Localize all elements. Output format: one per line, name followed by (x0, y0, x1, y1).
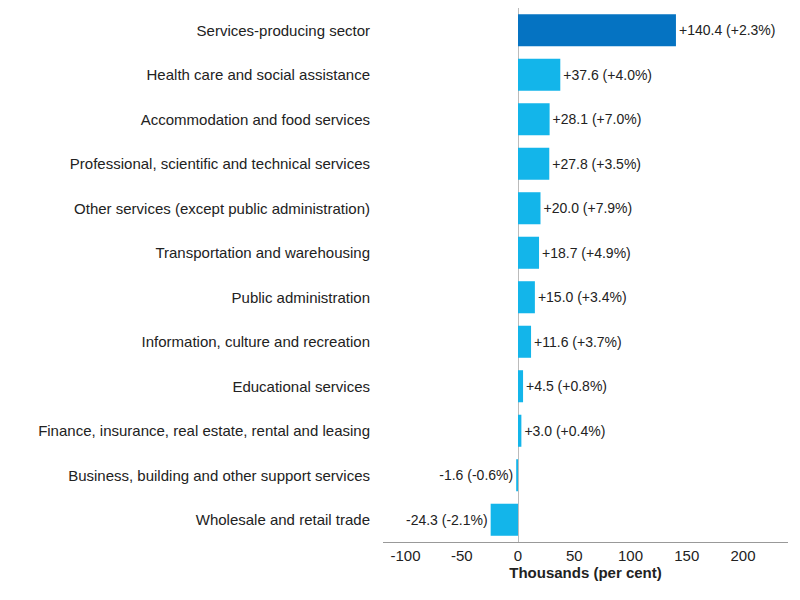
svg-text:150: 150 (674, 547, 699, 564)
svg-text:Information, culture and recre: Information, culture and recreation (142, 333, 370, 350)
svg-text:50: 50 (566, 547, 583, 564)
svg-text:Public administration: Public administration (232, 289, 370, 306)
svg-text:Educational services: Educational services (232, 378, 370, 395)
svg-text:Other services (except public: Other services (except public administra… (74, 200, 370, 217)
svg-text:Business, building and other s: Business, building and other support ser… (68, 467, 370, 484)
svg-text:0: 0 (514, 547, 522, 564)
svg-text:-24.3 (-2.1%): -24.3 (-2.1%) (406, 512, 488, 528)
svg-text:Transportation and warehousing: Transportation and warehousing (155, 244, 370, 261)
svg-text:+15.0 (+3.4%): +15.0 (+3.4%) (538, 289, 627, 305)
svg-text:+11.6 (+3.7%): +11.6 (+3.7%) (534, 334, 622, 350)
svg-text:Professional, scientific and t: Professional, scientific and technical s… (70, 155, 370, 172)
svg-text:-100: -100 (390, 547, 420, 564)
svg-text:Thousands (per cent): Thousands (per cent) (509, 564, 662, 581)
svg-text:Services-producing sector: Services-producing sector (197, 22, 370, 39)
svg-text:Accommodation and food service: Accommodation and food services (141, 111, 370, 128)
svg-text:+4.5 (+0.8%): +4.5 (+0.8%) (526, 378, 607, 394)
svg-text:+3.0 (+0.4%): +3.0 (+0.4%) (524, 423, 605, 439)
svg-text:200: 200 (730, 547, 755, 564)
svg-text:+27.8 (+3.5%): +27.8 (+3.5%) (552, 156, 641, 172)
svg-text:+37.6 (+4.0%): +37.6 (+4.0%) (563, 67, 652, 83)
svg-text:Health care and social assista: Health care and social assistance (147, 66, 370, 83)
svg-text:100: 100 (618, 547, 643, 564)
svg-text:-1.6 (-0.6%): -1.6 (-0.6%) (439, 467, 513, 483)
svg-text:Wholesale and retail trade: Wholesale and retail trade (196, 511, 370, 528)
svg-text:+18.7 (+4.9%): +18.7 (+4.9%) (542, 245, 631, 261)
svg-text:+140.4 (+2.3%): +140.4 (+2.3%) (679, 22, 776, 38)
svg-text:Finance, insurance, real estat: Finance, insurance, real estate, rental … (38, 422, 370, 439)
svg-text:+20.0 (+7.9%): +20.0 (+7.9%) (544, 200, 633, 216)
svg-text:+28.1 (+7.0%): +28.1 (+7.0%) (553, 111, 642, 127)
svg-text:-50: -50 (451, 547, 473, 564)
